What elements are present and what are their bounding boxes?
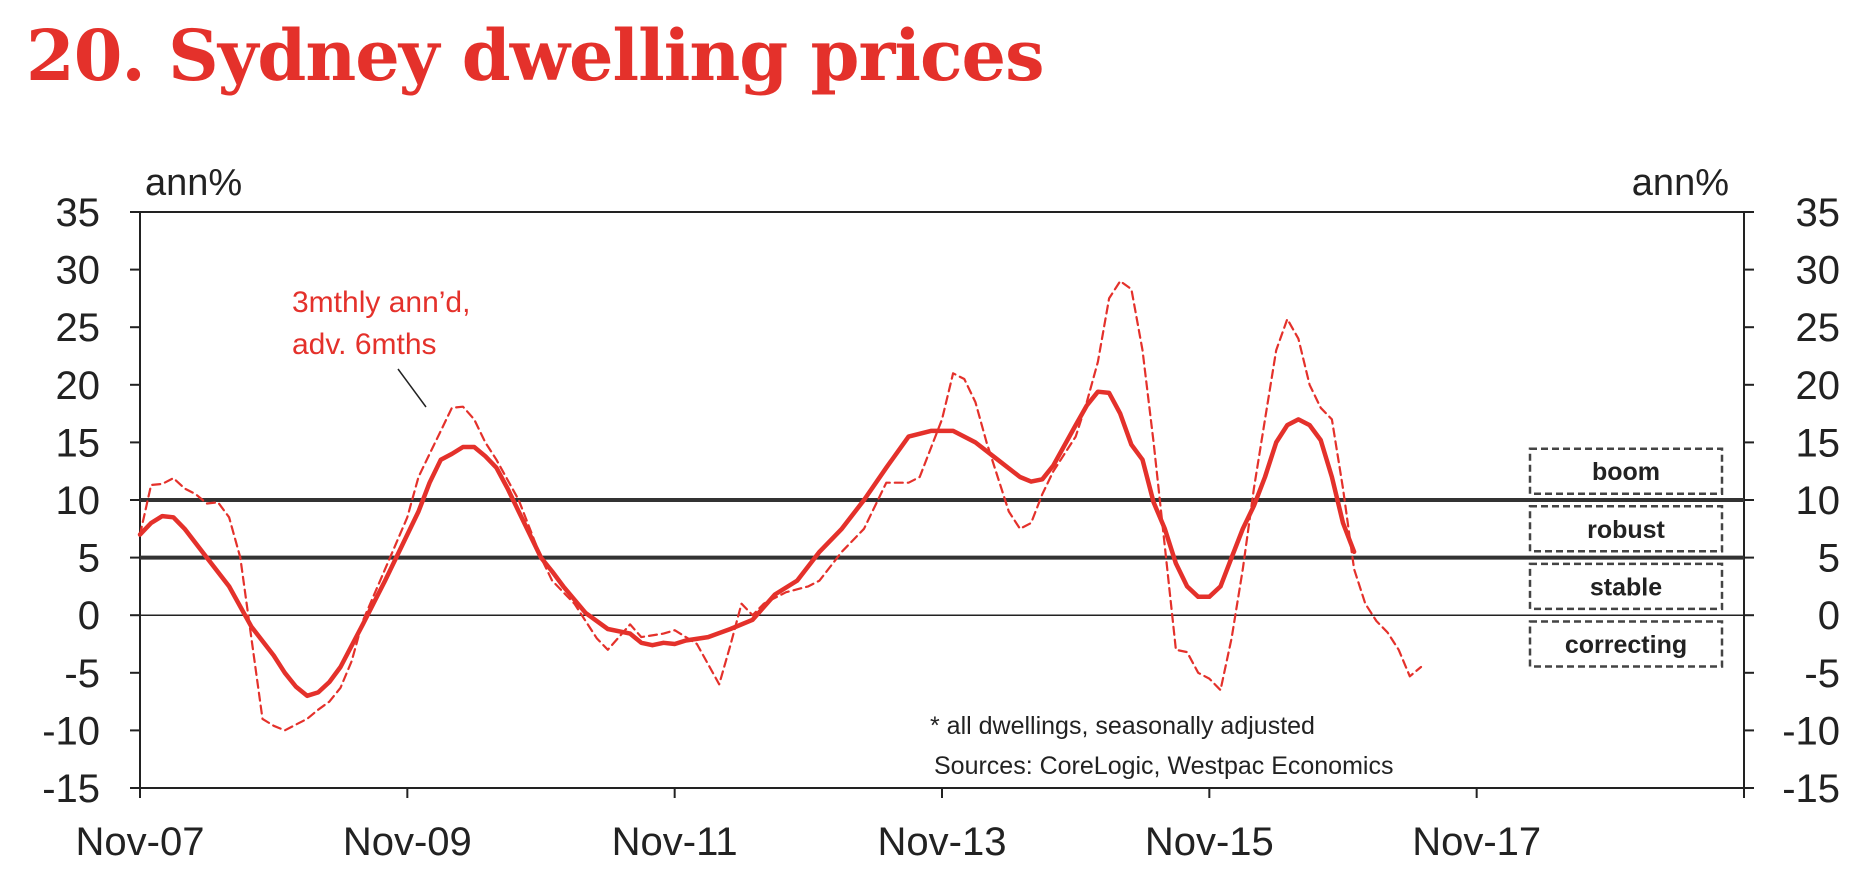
- series-line-dashed: [138, 280, 1423, 732]
- zone-label-robust: robust: [1587, 516, 1665, 544]
- zone-boxes: boom robust stable correcting: [1528, 447, 1724, 668]
- y-tick-label-left: 35: [56, 191, 101, 235]
- y-tick-label-left: 25: [56, 306, 101, 350]
- y-axis-label-left: ann%: [145, 162, 242, 204]
- y-tick-label-right: 0: [1818, 594, 1840, 638]
- y-tick-label-right: 10: [1796, 479, 1841, 523]
- x-tick-label: Nov-11: [612, 820, 738, 864]
- zone-box-correcting: [1528, 620, 1724, 668]
- footnote-seasonal: * all dwellings, seasonally adjusted: [930, 712, 1315, 740]
- y-tick-label-left: 30: [56, 249, 101, 293]
- zone-label-stable: stable: [1590, 573, 1662, 601]
- zone-label-correcting: correcting: [1565, 631, 1687, 659]
- y-tick-label-right: -15: [1782, 767, 1840, 811]
- zone-box-boom: [1528, 447, 1724, 495]
- y-tick-label-left: 15: [56, 421, 101, 465]
- annotation-line-2: adv. 6mths: [292, 328, 437, 361]
- y-tick-label-left: 10: [56, 479, 101, 523]
- chart-title: 20. Sydney dwelling prices: [26, 14, 1045, 97]
- x-tick-label: Nov-17: [1412, 820, 1541, 864]
- y-tick-label-right: 5: [1818, 537, 1840, 581]
- y-tick-label-left: 5: [78, 537, 100, 581]
- y-tick-label-right: 30: [1796, 249, 1841, 293]
- y-tick-label-right: 25: [1796, 306, 1841, 350]
- y-tick-label-right: -5: [1804, 652, 1840, 696]
- zone-box-robust: [1528, 505, 1724, 553]
- y-tick-label-left: 20: [56, 364, 101, 408]
- x-tick-label: Nov-07: [76, 820, 205, 864]
- y-tick-label-right: 35: [1796, 191, 1841, 235]
- zone-box-stable: [1528, 562, 1724, 611]
- y-axis-label-right: ann%: [1632, 162, 1729, 204]
- series-layer: [137, 280, 1423, 732]
- series-line-solid: [137, 389, 1357, 699]
- zone-label-boom: boom: [1592, 458, 1660, 486]
- y-tick-label-right: -10: [1782, 709, 1840, 753]
- y-tick-label-left: -5: [64, 652, 100, 696]
- reference-lines: [140, 498, 1744, 560]
- y-tick-label-left: 0: [78, 594, 100, 638]
- y-tick-label-left: -15: [42, 767, 100, 811]
- annotation-line-1: 3mthly ann’d,: [292, 286, 470, 319]
- x-tick-label: Nov-13: [878, 820, 1007, 864]
- axis-ticks: 35 35 30 30 25 25 20 20 15 15 10 10 5 5 0 0 -5 -5 -10 -10 -1…: [42, 191, 1840, 864]
- footnote-sources: Sources: CoreLogic, Westpac Economics: [934, 752, 1393, 780]
- y-tick-label-left: -10: [42, 709, 100, 753]
- y-tick-label-right: 20: [1796, 364, 1841, 408]
- x-tick-label: Nov-09: [343, 820, 472, 864]
- x-tick-label: Nov-15: [1145, 820, 1274, 864]
- y-tick-label-right: 15: [1796, 421, 1841, 465]
- annotation-leader: [397, 368, 427, 408]
